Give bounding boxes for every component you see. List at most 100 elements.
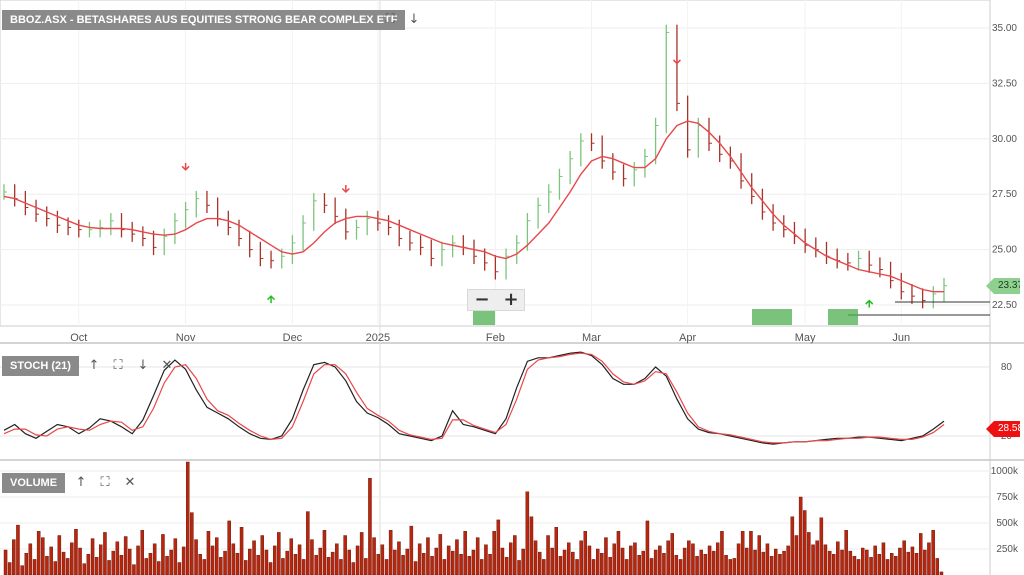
volume-bar[interactable] — [65, 558, 70, 575]
volume-bar[interactable] — [736, 543, 741, 575]
volume-bar[interactable] — [641, 550, 646, 575]
volume-bar[interactable] — [898, 547, 902, 575]
volume-bar[interactable] — [794, 535, 799, 575]
volume-bar[interactable] — [32, 559, 37, 575]
volume-bar[interactable] — [707, 545, 712, 575]
volume-bar[interactable] — [554, 527, 559, 575]
volume-bar[interactable] — [36, 531, 41, 575]
volume-bar[interactable] — [132, 564, 136, 575]
volume-bar[interactable] — [339, 559, 343, 575]
up-arrow-icon[interactable]: ↑ — [75, 475, 87, 490]
volume-bar[interactable] — [384, 559, 389, 575]
zoom-in-button[interactable]: + — [503, 289, 519, 310]
volume-bar[interactable] — [881, 542, 886, 575]
volume-bar[interactable] — [281, 558, 285, 575]
volume-bar[interactable] — [136, 545, 140, 575]
volume-bar[interactable] — [836, 541, 840, 575]
volume-bar[interactable] — [732, 558, 737, 575]
volume-bar[interactable] — [314, 555, 318, 575]
volume-bar[interactable] — [90, 538, 95, 575]
volume-bar[interactable] — [268, 562, 273, 575]
volume-bar[interactable] — [504, 557, 509, 575]
volume-bar[interactable] — [852, 556, 857, 575]
volume-bar[interactable] — [194, 539, 198, 575]
volume-bar[interactable] — [285, 550, 289, 575]
volume-bar[interactable] — [633, 542, 637, 575]
volume-bar[interactable] — [173, 538, 178, 575]
down-arrow-icon[interactable]: ↓ — [137, 358, 149, 373]
volume-bar[interactable] — [666, 540, 670, 575]
volume-bar[interactable] — [28, 543, 33, 575]
volume-bar[interactable] — [645, 520, 650, 575]
volume-bar[interactable] — [12, 539, 16, 575]
volume-bar[interactable] — [658, 545, 662, 575]
volume-bar[interactable] — [596, 548, 600, 575]
volume-bar[interactable] — [74, 529, 78, 575]
volume-bar[interactable] — [351, 562, 356, 575]
volume-bar[interactable] — [662, 553, 666, 575]
volume-bar[interactable] — [355, 545, 360, 575]
volume-bar[interactable] — [649, 558, 654, 575]
volume-bar[interactable] — [161, 534, 165, 575]
volume-bar[interactable] — [148, 553, 153, 575]
volume-bar[interactable] — [890, 553, 894, 575]
volume-bar[interactable] — [127, 548, 132, 575]
volume-bar[interactable] — [803, 510, 807, 575]
volume-bar[interactable] — [343, 535, 347, 575]
volume-bar[interactable] — [289, 538, 294, 575]
volume-bar[interactable] — [463, 531, 467, 575]
volume-bar[interactable] — [3, 549, 8, 575]
volume-bar[interactable] — [906, 551, 911, 575]
volume-bar[interactable] — [927, 542, 931, 575]
volume-bar[interactable] — [699, 549, 704, 575]
volume-bar[interactable] — [521, 548, 525, 575]
event-marker-icon[interactable] — [752, 309, 792, 325]
volume-bar[interactable] — [823, 544, 828, 575]
volume-bar[interactable] — [107, 560, 111, 575]
volume-bar[interactable] — [624, 559, 629, 575]
volume-bar[interactable] — [364, 558, 368, 575]
download-arrow-icon[interactable]: ↓ — [408, 12, 420, 27]
volume-bar[interactable] — [413, 561, 418, 575]
volume-bar[interactable] — [185, 461, 190, 575]
volume-bar[interactable] — [318, 547, 323, 575]
volume-bar[interactable] — [856, 559, 861, 575]
price-panel[interactable] — [3, 24, 990, 325]
volume-bar[interactable] — [550, 547, 554, 575]
volume-bar[interactable] — [798, 496, 803, 575]
volume-bar[interactable] — [24, 553, 29, 575]
volume-bar[interactable] — [517, 560, 521, 575]
volume-bar[interactable] — [181, 546, 186, 575]
volume-bar[interactable] — [587, 545, 592, 575]
volume-bar[interactable] — [885, 559, 890, 575]
volume-bar[interactable] — [140, 530, 144, 575]
close-icon[interactable]: ✕ — [124, 475, 136, 490]
volume-bar[interactable] — [16, 524, 20, 575]
volume-bar[interactable] — [529, 516, 534, 575]
volume-bar[interactable] — [877, 554, 882, 575]
volume-bar[interactable] — [919, 533, 923, 575]
volume-bar[interactable] — [637, 555, 641, 575]
up-arrow-icon[interactable]: ↑ — [88, 358, 100, 373]
volume-bar[interactable] — [827, 550, 832, 575]
volume-bar[interactable] — [811, 544, 815, 575]
volume-bar[interactable] — [297, 544, 302, 575]
volume-bar[interactable] — [807, 532, 811, 575]
volume-bar[interactable] — [728, 559, 733, 575]
volume-bar[interactable] — [500, 547, 505, 575]
volume-bar[interactable] — [873, 545, 877, 575]
volume-bar[interactable] — [359, 532, 364, 575]
volume-bar[interactable] — [372, 537, 376, 575]
volume-bar[interactable] — [264, 549, 269, 575]
volume-bar[interactable] — [786, 545, 790, 575]
volume-bar[interactable] — [459, 554, 463, 575]
volume-bar[interactable] — [376, 554, 381, 575]
volume-bar[interactable] — [484, 544, 488, 575]
volume-bar[interactable] — [774, 548, 778, 575]
volume-bar[interactable] — [455, 539, 459, 575]
volume-bar[interactable] — [496, 519, 501, 575]
volume-bar[interactable] — [525, 491, 530, 575]
volume-bar[interactable] — [41, 537, 45, 575]
expand-icon[interactable]: ⛶ — [113, 358, 123, 373]
volume-bar[interactable] — [720, 531, 724, 575]
